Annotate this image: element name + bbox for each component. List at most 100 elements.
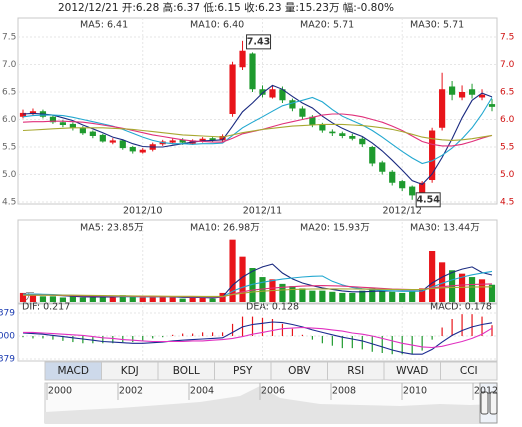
candle-body [49, 116, 57, 123]
volume-bar [339, 292, 346, 302]
candle-body [478, 94, 486, 98]
candle-body [389, 171, 396, 183]
ma-label: MA5: 6.41 [80, 20, 128, 31]
volume-bar [209, 298, 216, 302]
tab-label[interactable]: MACD [58, 365, 89, 377]
y2-tick-label: 5.5 [500, 143, 514, 153]
tab-label[interactable]: OBV [288, 365, 311, 377]
candle-body [379, 162, 386, 172]
tab-label[interactable]: BOLL [173, 365, 200, 377]
y-tick-label: 5.5 [2, 143, 16, 153]
volume-bar [239, 256, 246, 302]
y2-tick-label: 6.5 [500, 88, 514, 98]
dif-line [22, 321, 493, 355]
candle-body [99, 134, 106, 142]
volume-bar [319, 290, 326, 302]
volume-bar [19, 292, 27, 302]
volume-bar [179, 298, 186, 302]
volume-bar [169, 297, 176, 302]
volume-bar [409, 290, 416, 302]
candle-body [29, 111, 37, 114]
y-tick-label: 6.0 [2, 115, 17, 125]
tab[interactable] [440, 361, 498, 381]
y-tick-label: 4.5 [2, 198, 16, 208]
candle-body [109, 140, 116, 143]
y-tick-label: 7.5 [2, 33, 16, 43]
candle-body [209, 138, 216, 141]
volume-bar [69, 296, 76, 302]
macd-panel [17, 303, 498, 362]
dif-label: DIF: 0.217 [22, 302, 70, 313]
volume-bar [99, 296, 106, 302]
candle-body [129, 147, 136, 152]
volume-bar [349, 292, 356, 302]
candle-body [79, 127, 86, 134]
annotation: 4.54 [416, 194, 440, 205]
volume-ma-label: MA10: 26.98万 [190, 223, 260, 234]
candle-body [219, 136, 226, 141]
volume-bar [439, 262, 446, 302]
tab-label[interactable]: WVAD [396, 365, 428, 377]
volume-bar [149, 297, 156, 302]
y-tick-label: 7.0 [2, 60, 17, 70]
volume-bar [419, 288, 426, 302]
candle-body [439, 89, 446, 128]
candle-body [429, 130, 436, 180]
volume-bar [249, 268, 256, 302]
timeline-handle[interactable] [480, 391, 489, 415]
timeline-handle[interactable] [489, 391, 498, 415]
year-label: 2000 [48, 386, 72, 397]
macd-tick-label: 0.379 [0, 309, 15, 319]
volume-bar [109, 297, 116, 302]
tab-label[interactable]: RSI [347, 365, 364, 377]
candle-body [279, 89, 286, 101]
x-tick-label: 2012/10 [123, 206, 162, 217]
y2-tick-label: 6.0 [500, 115, 515, 125]
candle-body [449, 86, 456, 95]
ma-line [22, 96, 493, 165]
candle-body [259, 89, 266, 95]
macd-tick-label: 0.000 [0, 332, 15, 342]
ma-line [22, 84, 493, 186]
volume-bar [468, 277, 476, 302]
ma-label: MA30: 5.71 [410, 20, 464, 31]
volume-bar [478, 279, 486, 302]
volume-bar [29, 295, 37, 302]
ma-label: MA10: 6.40 [190, 20, 244, 31]
volume-bar [79, 297, 86, 302]
candle-body [488, 104, 496, 107]
candle-body [339, 133, 346, 136]
ma-label: MA20: 5.71 [300, 20, 354, 31]
candle-body [19, 112, 27, 117]
year-label: 2004 [190, 386, 214, 397]
y-tick-label: 6.5 [2, 88, 16, 98]
candle-body [69, 123, 76, 128]
volume-bar [329, 291, 336, 302]
volume-bar [159, 296, 166, 302]
y2-tick-label: 7.0 [500, 60, 515, 70]
volume-bar [129, 296, 136, 302]
candle-body [369, 147, 376, 164]
candle-body [269, 89, 276, 98]
year-label: 2002 [119, 386, 143, 397]
candle-body [119, 140, 126, 149]
candle-body [199, 138, 206, 142]
volume-panel [17, 219, 498, 304]
y2-tick-label: 4.5 [500, 198, 514, 208]
tab-label[interactable]: KDJ [121, 365, 139, 377]
tab-label[interactable]: CCI [460, 365, 478, 377]
candle-body [239, 50, 246, 68]
price-panel [17, 17, 498, 205]
y2-tick-label: 7.5 [500, 33, 514, 43]
year-label: 2010 [403, 386, 427, 397]
tab-label[interactable]: PSY [233, 365, 253, 377]
candle-body [299, 108, 306, 117]
year-label: 2008 [332, 386, 356, 397]
dea-line [23, 326, 493, 349]
candle-body [179, 139, 186, 143]
year-label: 2012 [474, 386, 498, 397]
candle-body [399, 181, 406, 189]
volume-bar [49, 296, 57, 302]
